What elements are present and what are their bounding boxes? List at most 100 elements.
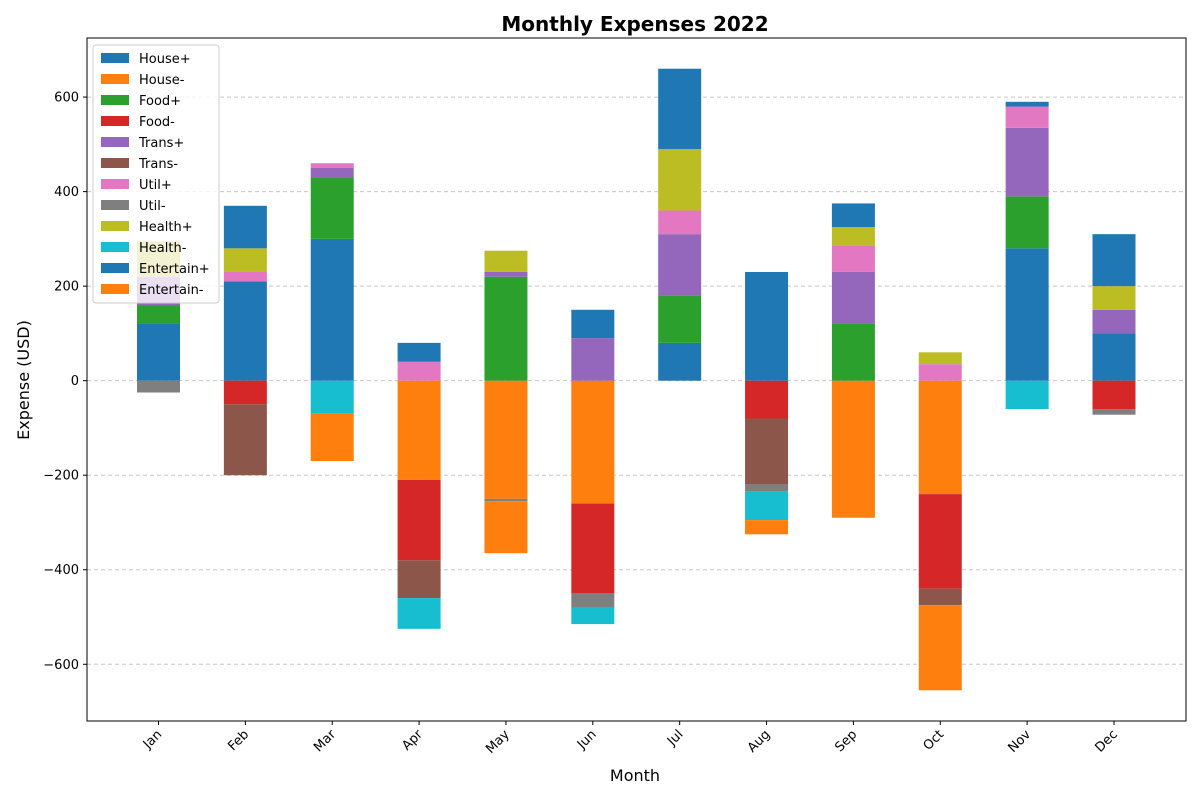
legend-label: Health- bbox=[139, 241, 187, 256]
bar-trans-minus-feb bbox=[223, 404, 267, 476]
bar-entertain-plus-nov bbox=[1005, 101, 1049, 107]
x-tick-label: Feb bbox=[225, 727, 252, 754]
x-tick-label: Nov bbox=[1005, 727, 1034, 756]
bar-health-plus-dec bbox=[1092, 286, 1136, 310]
bar-food-plus-may bbox=[484, 276, 528, 381]
bar-health-minus-nov bbox=[1005, 380, 1049, 410]
bar-health-plus-feb bbox=[223, 248, 267, 272]
x-tick-label: Mar bbox=[311, 727, 339, 755]
bar-house-minus-oct bbox=[918, 380, 962, 495]
legend-label: Entertain- bbox=[139, 283, 204, 298]
legend-swatch bbox=[101, 95, 129, 105]
legend-swatch bbox=[101, 242, 129, 252]
y-axis-label: Expense (USD) bbox=[14, 320, 33, 440]
bar-trans-plus-jun bbox=[571, 338, 615, 381]
legend-label: Trans+ bbox=[138, 136, 184, 151]
bar-util-minus-jun bbox=[571, 593, 615, 608]
legend-swatch bbox=[101, 200, 129, 210]
legend-label: House- bbox=[139, 73, 185, 88]
bar-trans-minus-apr bbox=[397, 560, 441, 599]
bar-entertain-minus-mar bbox=[310, 413, 354, 462]
legend-label: Util- bbox=[139, 199, 166, 214]
bar-food-plus-mar bbox=[310, 177, 354, 239]
bar-house-plus-jul bbox=[658, 342, 702, 381]
y-tick-label: −200 bbox=[43, 469, 79, 484]
bar-entertain-minus-oct bbox=[918, 605, 962, 691]
chart-title: Monthly Expenses 2022 bbox=[501, 12, 768, 36]
bar-util-minus-aug bbox=[745, 484, 789, 492]
bar-util-plus-jul bbox=[658, 210, 702, 235]
bar-entertain-minus-aug bbox=[745, 520, 789, 535]
bar-health-plus-jul bbox=[658, 149, 702, 211]
bar-food-plus-sep bbox=[831, 323, 875, 381]
bar-util-plus-oct bbox=[918, 364, 962, 381]
bar-util-minus-may bbox=[484, 498, 528, 502]
bar-trans-plus-dec bbox=[1092, 309, 1136, 334]
bar-house-plus-jan bbox=[137, 323, 180, 381]
bar-food-minus-jun bbox=[571, 503, 615, 594]
legend-label: Entertain+ bbox=[139, 262, 210, 277]
bar-entertain-plus-feb bbox=[223, 205, 267, 249]
y-tick-label: −600 bbox=[43, 658, 79, 673]
bar-trans-minus-oct bbox=[918, 588, 962, 606]
bar-house-plus-mar bbox=[310, 238, 354, 381]
bar-entertain-plus-sep bbox=[831, 203, 875, 228]
bar-food-minus-aug bbox=[745, 380, 789, 419]
bar-util-plus-apr bbox=[397, 361, 441, 381]
bar-food-plus-jul bbox=[658, 295, 702, 343]
bar-entertain-plus-apr bbox=[397, 342, 441, 362]
grid bbox=[87, 96, 1186, 665]
bar-trans-plus-mar bbox=[310, 167, 354, 178]
bar-health-plus-may bbox=[484, 250, 528, 272]
legend-label: Util+ bbox=[139, 178, 172, 193]
legend: House+ House- Food+ Food- Trans+ Trans- Util+ U… bbox=[92, 44, 220, 304]
legend-swatch bbox=[101, 53, 129, 63]
bar-entertain-plus-dec bbox=[1092, 234, 1136, 287]
bar-house-minus-jun bbox=[571, 380, 615, 504]
bar-food-minus-feb bbox=[223, 380, 267, 405]
bar-util-plus-mar bbox=[310, 163, 354, 168]
legend-swatch bbox=[101, 158, 129, 168]
bars bbox=[137, 68, 1136, 691]
bar-util-plus-nov bbox=[1005, 106, 1049, 128]
bar-house-minus-sep bbox=[831, 380, 875, 518]
plot-frame bbox=[86, 37, 1187, 722]
bar-food-plus-nov bbox=[1005, 196, 1049, 249]
bar-house-minus-apr bbox=[397, 380, 441, 480]
legend-label: House+ bbox=[139, 52, 191, 67]
x-tick-label: Jul bbox=[664, 727, 686, 749]
bar-food-minus-oct bbox=[918, 494, 962, 589]
y-axis-ticks: −600 −400 −200 0 200 400 600 bbox=[43, 91, 87, 673]
bar-health-minus-jun bbox=[571, 607, 615, 625]
bar-house-plus-feb bbox=[223, 281, 267, 381]
y-tick-label: −400 bbox=[43, 563, 79, 578]
legend-swatch bbox=[101, 263, 129, 273]
legend-swatch bbox=[101, 137, 129, 147]
y-tick-label: 400 bbox=[54, 185, 79, 200]
bar-entertain-plus-aug bbox=[745, 271, 789, 381]
x-tick-label: Aug bbox=[745, 727, 774, 756]
bar-health-minus-mar bbox=[310, 380, 354, 414]
legend-swatch bbox=[101, 116, 129, 126]
bar-food-plus-jan bbox=[137, 305, 180, 324]
bar-health-plus-sep bbox=[831, 227, 875, 246]
bar-util-plus-sep bbox=[831, 245, 875, 272]
legend-label: Trans- bbox=[138, 157, 178, 172]
bar-health-minus-aug bbox=[745, 491, 789, 521]
x-tick-label: May bbox=[483, 727, 513, 757]
bar-trans-plus-nov bbox=[1005, 127, 1049, 197]
bar-food-minus-dec bbox=[1092, 380, 1136, 410]
bar-house-plus-dec bbox=[1092, 333, 1136, 381]
y-tick-label: 200 bbox=[54, 280, 79, 295]
bar-util-minus-dec bbox=[1092, 409, 1136, 415]
bar-trans-plus-jul bbox=[658, 234, 702, 296]
x-tick-label: Oct bbox=[921, 727, 948, 754]
legend-swatch bbox=[101, 74, 129, 84]
x-axis-ticks: Jan Feb Mar Apr May Jun Jul Aug Sep Oct Nov Dec bbox=[140, 721, 1121, 757]
bar-util-plus-feb bbox=[223, 271, 267, 282]
legend-box bbox=[92, 44, 220, 304]
bar-entertain-minus-may bbox=[484, 501, 528, 554]
legend-swatch bbox=[101, 179, 129, 189]
bar-trans-plus-sep bbox=[831, 271, 875, 324]
